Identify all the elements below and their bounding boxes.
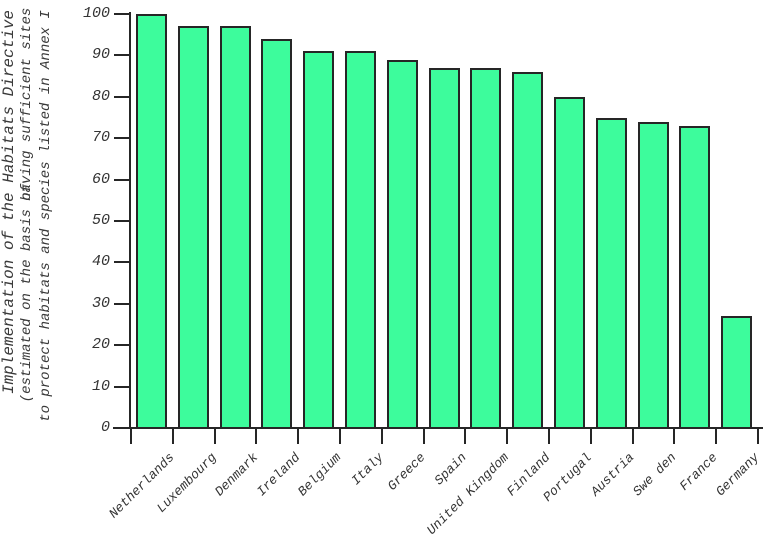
x-tick-1 xyxy=(171,428,174,444)
x-tick-10 xyxy=(548,428,550,444)
y-tick-label-100: 100 xyxy=(82,5,110,22)
y-tick-label-10: 10 xyxy=(91,377,110,395)
x-tick-12 xyxy=(631,428,634,444)
x-axis-line xyxy=(113,427,763,429)
bar-spain xyxy=(428,67,460,429)
bar-luxembourg xyxy=(177,26,209,429)
bar-italy xyxy=(345,51,376,429)
y-tick-30 xyxy=(114,302,131,305)
bar-france xyxy=(679,125,711,429)
y-tick-80 xyxy=(114,95,131,98)
x-label-swe-den: Swe den xyxy=(629,450,680,500)
bar-finland xyxy=(512,71,544,429)
x-label-ireland: Ireland xyxy=(253,450,303,500)
y-tick-0 xyxy=(114,427,131,429)
bar-portugal xyxy=(554,96,585,429)
y-tick-label-30: 30 xyxy=(91,294,110,312)
y-tick-label-50: 50 xyxy=(91,212,110,229)
x-label-spain: Spain xyxy=(431,450,471,489)
x-tick-3 xyxy=(255,428,258,444)
y-tick-50 xyxy=(114,220,131,222)
x-tick-14 xyxy=(715,428,718,444)
x-label-belgium: Belgium xyxy=(295,450,345,500)
y-tick-label-0: 0 xyxy=(100,419,110,436)
y-axis-title-line1: Implementation of the Habitats Directive xyxy=(0,9,18,395)
y-tick-40 xyxy=(114,261,131,264)
x-tick-5 xyxy=(339,428,341,444)
y-tick-label-90: 90 xyxy=(91,46,110,64)
y-tick-label-70: 70 xyxy=(91,129,110,147)
x-label-austria: Austria xyxy=(587,450,638,500)
x-tick-4 xyxy=(297,428,300,444)
x-label-denmark: Denmark xyxy=(211,450,262,500)
y-tick-60 xyxy=(114,178,131,181)
y-tick-20 xyxy=(114,344,131,347)
x-tick-15 xyxy=(757,428,759,444)
y-axis-title-line2-part1: (estimated on the basis of xyxy=(19,183,35,403)
y-tick-label-20: 20 xyxy=(91,336,110,354)
bar-greece xyxy=(386,59,418,429)
x-tick-7 xyxy=(422,428,425,444)
y-axis-title-line2: (estimated on the basis ofhaving suffici… xyxy=(19,8,35,403)
y-tick-label-80: 80 xyxy=(91,87,110,105)
x-tick-13 xyxy=(673,428,676,444)
x-tick-6 xyxy=(380,428,383,444)
x-tick-0 xyxy=(130,428,132,444)
x-tick-9 xyxy=(506,428,509,444)
bar-united-kingdom xyxy=(470,67,502,429)
y-tick-100 xyxy=(114,13,131,15)
bar-germany xyxy=(721,316,753,429)
x-label-united-kingdom: United Kingdom xyxy=(423,450,512,535)
x-tick-11 xyxy=(589,428,592,444)
y-tick-70 xyxy=(114,137,131,140)
bar-austria xyxy=(595,117,627,429)
bar-denmark xyxy=(219,26,251,429)
y-tick-label-40: 40 xyxy=(91,253,110,271)
x-tick-8 xyxy=(464,428,467,444)
y-tick-10 xyxy=(114,385,131,388)
bar-belgium xyxy=(303,51,335,429)
x-label-germany: Germany xyxy=(713,450,763,500)
bar-netherlands xyxy=(136,14,167,429)
x-label-italy: Italy xyxy=(348,450,387,489)
y-tick-label-60: 60 xyxy=(91,170,110,188)
x-label-greece: Greece xyxy=(384,450,429,494)
x-tick-2 xyxy=(213,428,216,444)
y-tick-90 xyxy=(114,54,131,57)
y-axis-title-line2-part2-overlapping: having sufficient sites xyxy=(19,7,35,201)
bar-swe-den xyxy=(637,121,669,429)
bar-ireland xyxy=(261,38,293,429)
